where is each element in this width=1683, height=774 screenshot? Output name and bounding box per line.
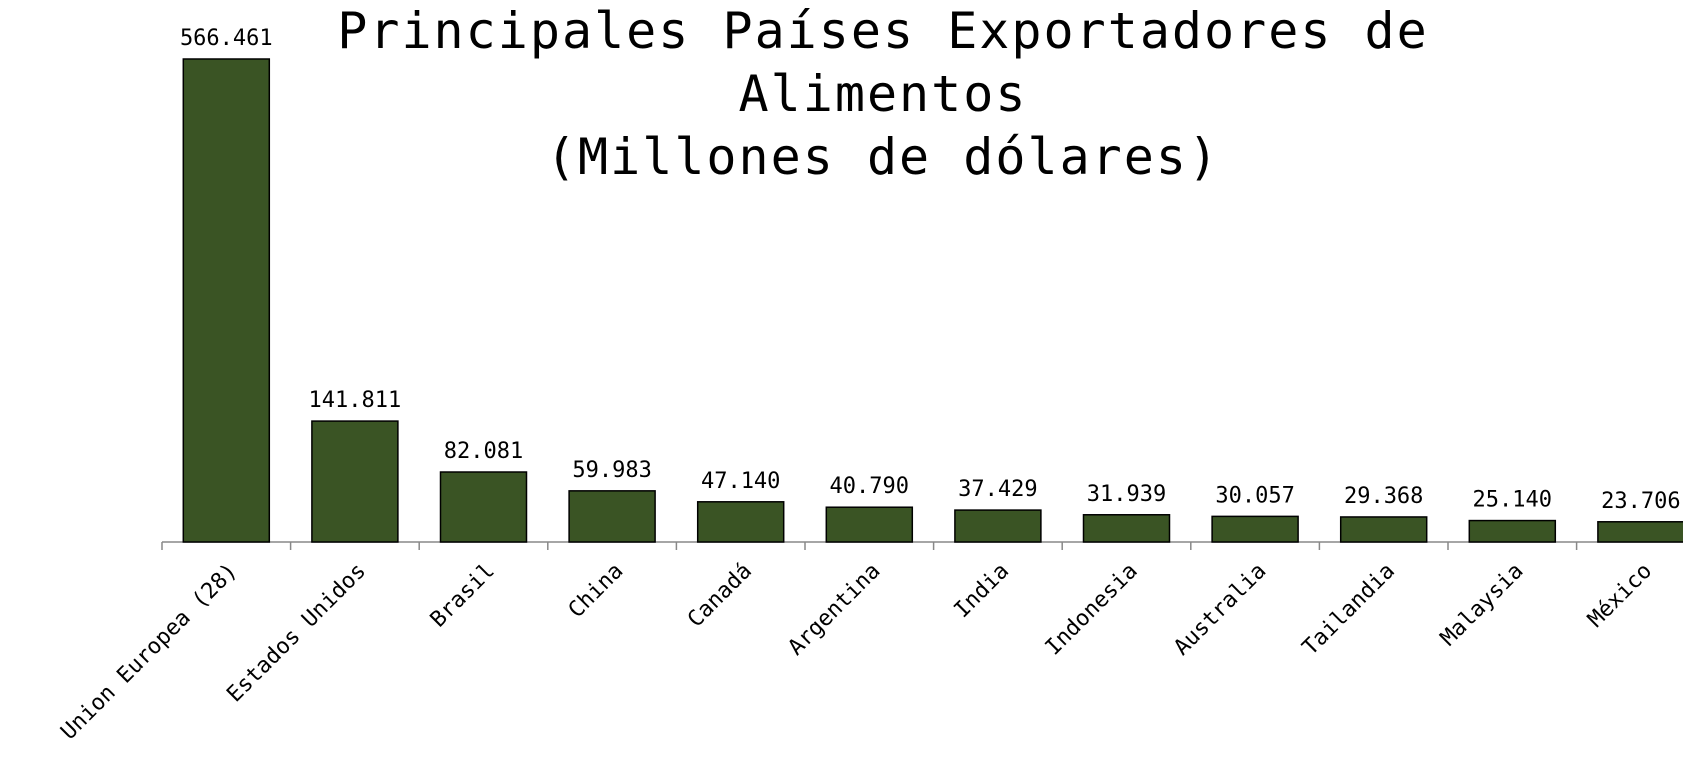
x-tick-label: India <box>950 559 1015 624</box>
bar <box>1082 514 1171 543</box>
value-label: 59.983 <box>572 458 651 483</box>
bar <box>1339 516 1428 543</box>
x-tick-label: Tailandia <box>1298 559 1400 661</box>
value-label: 23.706 <box>1601 489 1680 514</box>
value-label: 29.368 <box>1344 484 1423 509</box>
bar <box>568 490 656 543</box>
value-label: 25.140 <box>1473 488 1552 513</box>
title-block: Principales Países Exportadores de Alime… <box>298 0 1468 189</box>
bar <box>1468 519 1557 543</box>
x-tick-label: Brasil <box>426 559 500 633</box>
chart-title: Principales Países Exportadores de Alime… <box>337 2 1429 123</box>
value-label: 30.057 <box>1215 483 1294 508</box>
x-tick-label: Union Europea (28) <box>56 559 242 745</box>
x-tick-label: Malaysia <box>1436 559 1529 652</box>
x-tick-label: Indonesia <box>1041 559 1143 661</box>
value-label: 82.081 <box>444 439 523 464</box>
bar <box>825 506 914 543</box>
x-tick-label: Estados Unidos <box>222 559 371 708</box>
x-tick-label: China <box>564 559 629 624</box>
chart-subtitle: (Millones de dólares) <box>545 128 1221 186</box>
value-label: 141.811 <box>309 388 402 413</box>
bar <box>696 501 785 543</box>
bar <box>182 58 271 543</box>
bar <box>439 471 528 543</box>
x-tick-label: México <box>1583 559 1657 633</box>
value-label: 40.790 <box>830 474 909 499</box>
value-label: 31.939 <box>1087 482 1166 507</box>
x-tick-label: Australia <box>1169 559 1271 661</box>
value-label: 566.461 <box>180 26 273 51</box>
value-label: 37.429 <box>958 477 1037 502</box>
x-tick-label: Argentina <box>784 559 886 661</box>
bar <box>954 509 1042 543</box>
bar <box>311 420 399 543</box>
x-tick-label: Canadá <box>683 559 757 633</box>
bar <box>1597 521 1683 543</box>
value-label: 47.140 <box>701 469 780 494</box>
bar <box>1211 515 1299 543</box>
